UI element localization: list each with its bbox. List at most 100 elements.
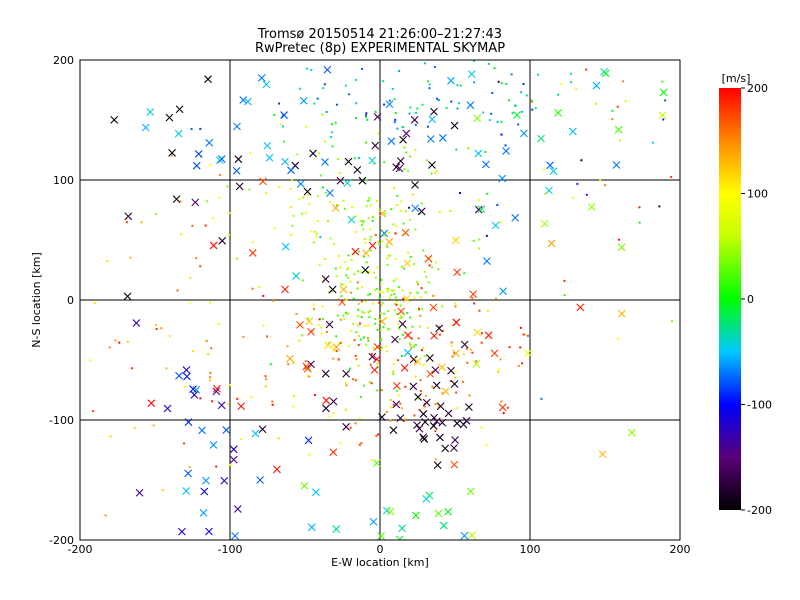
data-point-dot bbox=[376, 389, 379, 392]
data-point-x bbox=[243, 97, 252, 106]
data-point-dot bbox=[312, 303, 315, 306]
data-point-dot bbox=[359, 338, 362, 341]
data-point-x bbox=[141, 123, 150, 132]
data-point-dot bbox=[420, 307, 423, 310]
data-point-dot bbox=[436, 97, 439, 100]
data-point-dot bbox=[407, 206, 410, 209]
data-point-dot bbox=[425, 275, 428, 278]
data-point-x bbox=[287, 166, 295, 175]
data-point-dot bbox=[369, 204, 372, 207]
data-point-dot bbox=[106, 260, 109, 263]
data-point-dot bbox=[304, 360, 307, 363]
data-point-dot bbox=[519, 346, 522, 349]
data-point-dot bbox=[365, 141, 368, 144]
data-point-x bbox=[368, 156, 377, 165]
data-point-x bbox=[251, 429, 260, 438]
data-point-x bbox=[401, 228, 410, 237]
data-point-dot bbox=[497, 80, 500, 83]
y-tick-label: 100 bbox=[53, 174, 74, 187]
data-point-dot bbox=[455, 148, 458, 151]
data-point-dot bbox=[496, 203, 499, 206]
data-point-dot bbox=[365, 115, 368, 118]
data-point-x bbox=[147, 399, 156, 408]
data-point-dot bbox=[419, 325, 422, 328]
data-point-dot bbox=[366, 337, 369, 340]
data-point-x bbox=[321, 158, 329, 166]
data-point-dot bbox=[504, 144, 507, 147]
data-point-dot bbox=[199, 265, 202, 268]
data-point-dot bbox=[459, 191, 462, 194]
data-point-dot bbox=[431, 385, 434, 388]
data-point-x bbox=[441, 387, 450, 396]
data-point-x bbox=[450, 460, 459, 469]
data-point-dot bbox=[357, 308, 360, 311]
data-point-dot bbox=[354, 379, 357, 382]
data-point-x bbox=[371, 141, 380, 150]
data-point-x bbox=[409, 355, 418, 364]
data-point-x bbox=[351, 247, 360, 256]
data-point-dot bbox=[412, 263, 415, 266]
data-point-x bbox=[192, 385, 201, 394]
data-point-dot bbox=[393, 363, 396, 366]
data-point-dot bbox=[495, 297, 498, 300]
data-point-dot bbox=[432, 294, 435, 297]
data-point-dot bbox=[283, 140, 286, 143]
data-point-x bbox=[391, 335, 399, 344]
data-point-dot bbox=[526, 334, 529, 337]
data-point-dot bbox=[388, 99, 391, 102]
data-point-x bbox=[209, 241, 218, 250]
data-point-dot bbox=[471, 351, 474, 354]
plot-frame bbox=[79, 59, 681, 541]
data-point-x bbox=[549, 167, 558, 176]
data-point-dot bbox=[380, 346, 383, 349]
data-point-dot bbox=[339, 318, 342, 321]
data-point-dot bbox=[408, 112, 411, 115]
data-point-dot bbox=[282, 114, 285, 117]
data-point-dot bbox=[350, 329, 353, 332]
data-point-x bbox=[466, 487, 475, 496]
data-point-dot bbox=[391, 87, 394, 90]
data-point-dot bbox=[480, 426, 483, 429]
data-point-x bbox=[473, 114, 482, 123]
data-point-dot bbox=[364, 300, 367, 303]
data-point-dot bbox=[377, 132, 380, 135]
data-point-dot bbox=[399, 402, 402, 405]
data-point-dot bbox=[394, 118, 397, 121]
data-point-x bbox=[398, 524, 406, 533]
data-point-x bbox=[432, 381, 441, 390]
data-point-dot bbox=[376, 362, 379, 365]
data-point-x bbox=[389, 426, 398, 435]
data-point-dot bbox=[383, 103, 386, 106]
chart-subtitle: RwPretec (8p) EXPERIMENTAL SKYMAP bbox=[254, 41, 506, 56]
data-point-x bbox=[258, 425, 267, 434]
data-point-dot bbox=[638, 221, 641, 224]
data-point-dot bbox=[355, 117, 358, 120]
data-point-dot bbox=[403, 267, 406, 270]
data-point-dot bbox=[369, 309, 372, 312]
data-point-x bbox=[124, 212, 133, 221]
data-point-dot bbox=[379, 312, 382, 315]
data-point-dot bbox=[374, 276, 377, 279]
data-point-x bbox=[200, 487, 209, 496]
data-point-x bbox=[434, 509, 443, 518]
data-point-dot bbox=[419, 296, 422, 299]
data-point-dot bbox=[339, 442, 342, 445]
data-point-dot bbox=[339, 266, 342, 269]
data-point-x bbox=[336, 176, 345, 185]
data-point-dot bbox=[155, 328, 158, 331]
data-point-dot bbox=[344, 261, 347, 264]
data-point-dot bbox=[382, 80, 385, 83]
data-point-dot bbox=[449, 210, 452, 213]
data-point-dot bbox=[290, 205, 293, 208]
data-point-x bbox=[339, 285, 348, 294]
data-point-dot bbox=[367, 199, 370, 202]
data-point-dot bbox=[398, 338, 401, 341]
data-point-x bbox=[312, 488, 320, 497]
data-point-x bbox=[419, 410, 428, 418]
data-point-dot bbox=[395, 303, 398, 306]
data-point-dot bbox=[348, 93, 351, 96]
data-point-x bbox=[436, 433, 444, 442]
data-point-dot bbox=[414, 228, 417, 231]
x-tick-label: -100 bbox=[218, 543, 243, 556]
data-point-x bbox=[484, 331, 493, 340]
